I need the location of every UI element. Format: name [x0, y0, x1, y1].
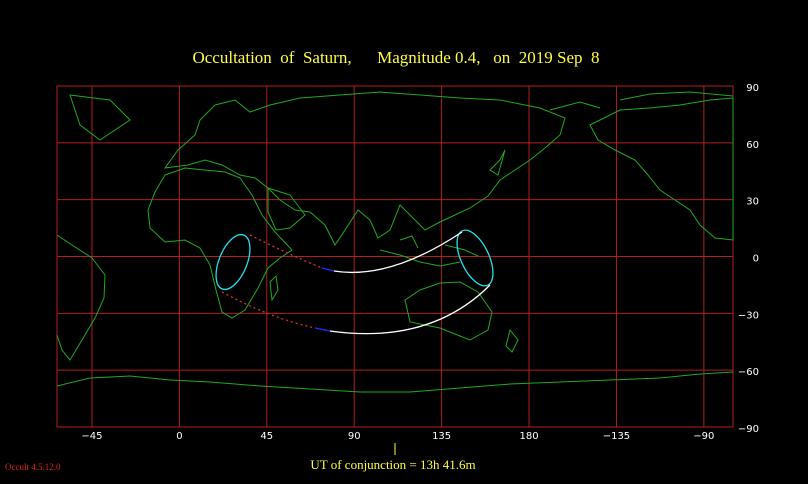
europe-asia: [163, 91, 566, 246]
twilight-limit: [314, 327, 331, 332]
x-tick-label: −135: [603, 431, 630, 442]
y-tick-label: −60: [738, 367, 759, 378]
coastlines: [56, 91, 734, 393]
x-tick-label: 45: [260, 431, 273, 442]
indonesia: [379, 235, 479, 267]
occultation-path: [215, 229, 494, 335]
north-america: [589, 97, 734, 241]
grid: [56, 85, 734, 428]
x-tick-label: 135: [432, 431, 451, 442]
x-tick-label: −90: [693, 431, 714, 442]
version-label: Occult 4.5.12.0: [5, 462, 61, 472]
arctic-islands: [69, 91, 734, 141]
x-tick-label: 0: [176, 431, 182, 442]
japan: [489, 149, 506, 176]
x-tick-label: 180: [519, 431, 538, 442]
y-tick-label: 90: [746, 83, 759, 94]
y-tick-label: −30: [738, 310, 759, 321]
madagascar: [269, 274, 279, 302]
twilight-limit: [321, 267, 335, 272]
arabia: [267, 187, 306, 231]
limit-ellipse: [456, 229, 494, 287]
conjunction-label: UT of conjunction = 13h 41.6m: [310, 457, 475, 472]
y-tick-label: −90: [738, 424, 759, 435]
x-tick-label: −45: [81, 431, 102, 442]
title: Occultation of Saturn, Magnitude 0.4, on…: [192, 48, 599, 67]
y-tick-label: 0: [753, 254, 759, 265]
south-limit: [329, 284, 491, 335]
antarctica: [56, 371, 734, 393]
daylight-limit: [221, 291, 316, 329]
africa: [147, 167, 293, 319]
x-tick-label: 90: [348, 431, 361, 442]
north-limit: [333, 231, 463, 274]
new-zealand: [505, 328, 519, 353]
south-america: [56, 234, 106, 361]
y-tick-label: 30: [746, 197, 759, 208]
y-tick-label: 60: [746, 140, 759, 151]
limit-ellipse: [215, 233, 251, 291]
